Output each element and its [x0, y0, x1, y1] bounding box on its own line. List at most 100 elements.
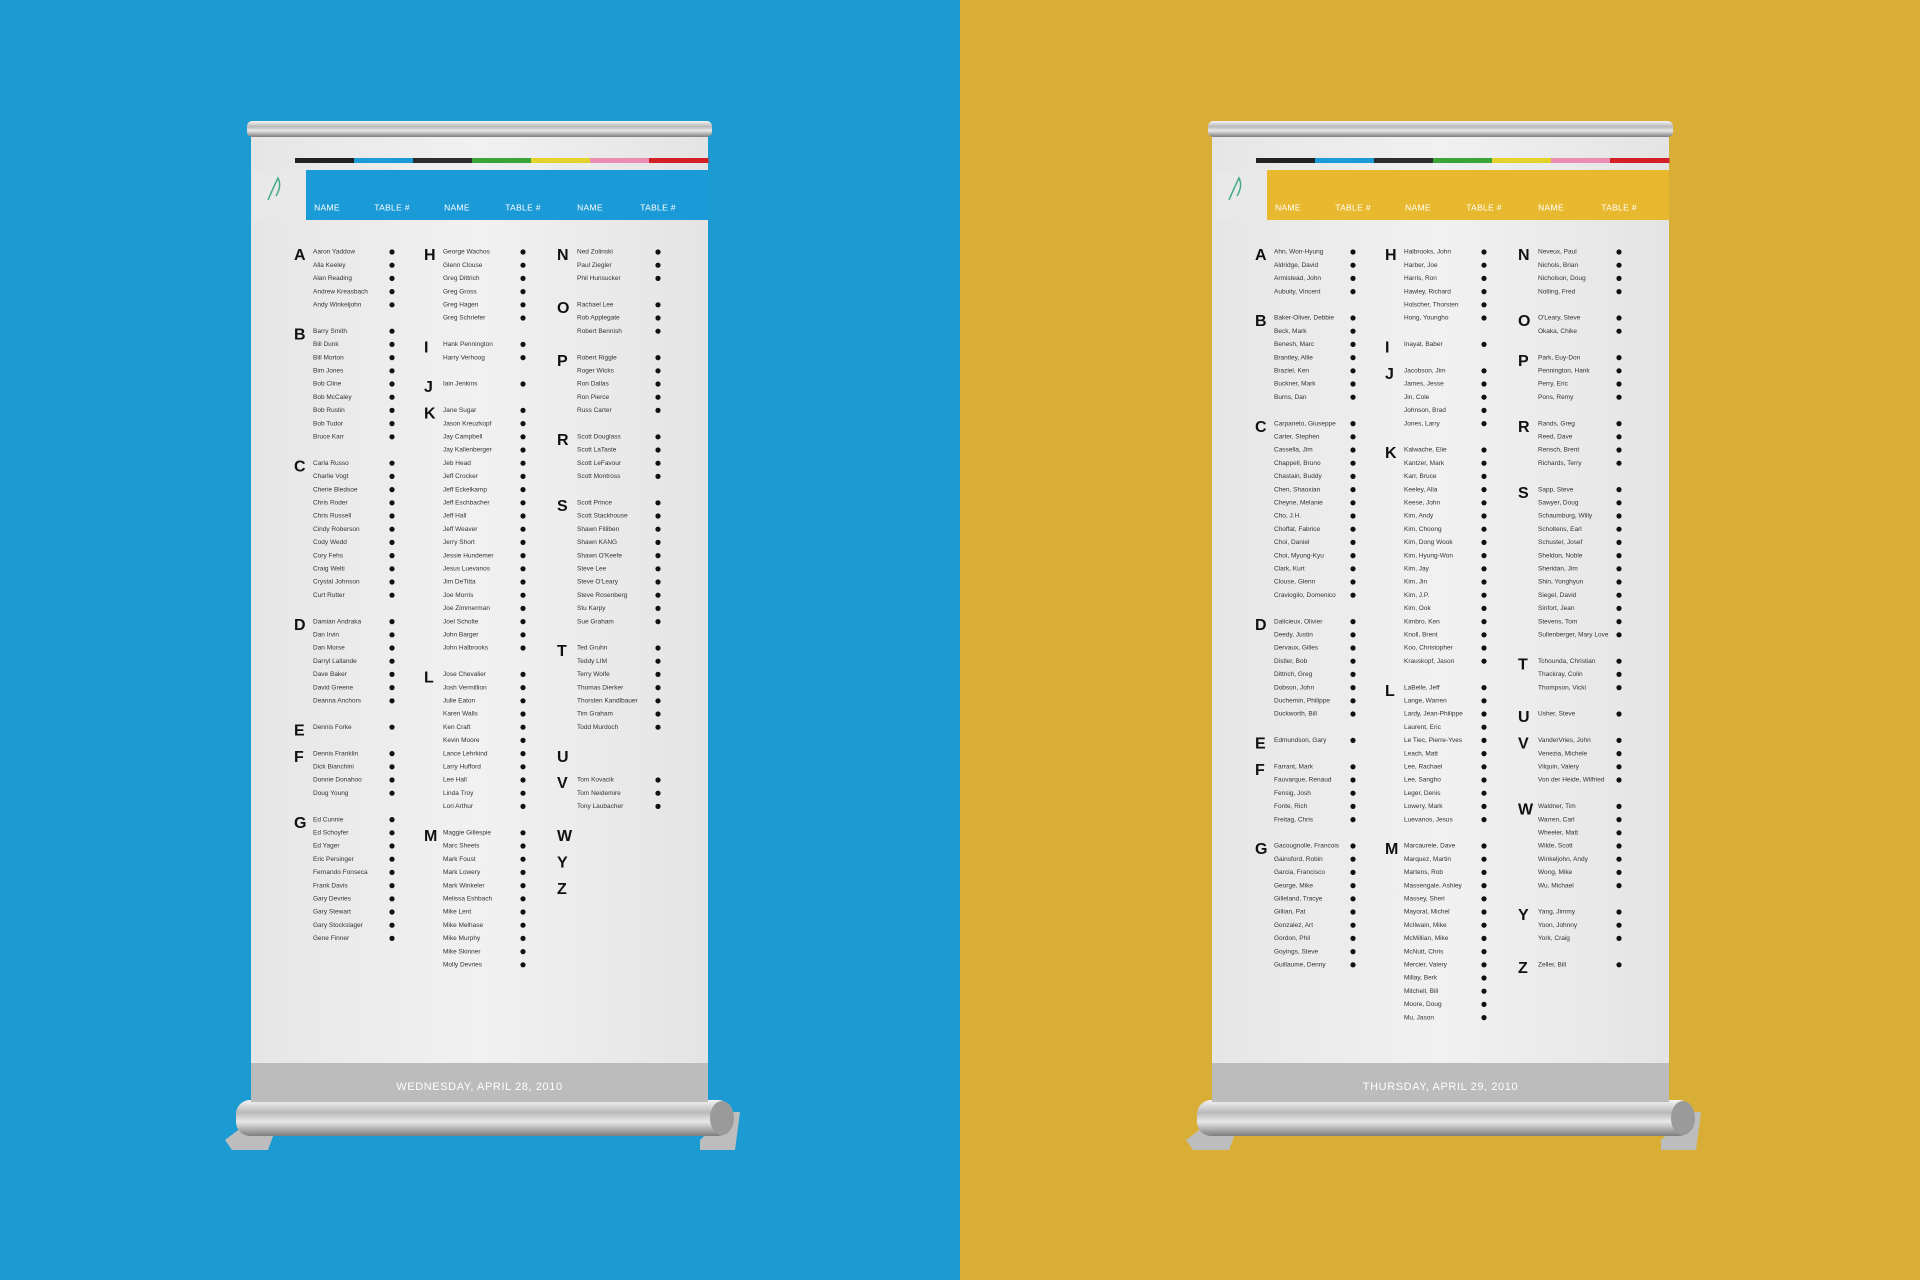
guest-name: VanderVries, John: [1538, 737, 1591, 744]
table-dot: [1481, 1001, 1487, 1008]
guest-name: Garcia, Francisco: [1274, 869, 1325, 876]
table-dot: [389, 817, 395, 823]
guest-name: Koo, Christopher: [1404, 645, 1454, 652]
index-letter: B: [1255, 313, 1267, 330]
table-dot: [389, 566, 395, 572]
table-dot: [1481, 368, 1487, 374]
guest-name: Keese, John: [1404, 500, 1441, 507]
table-dot: [1350, 658, 1356, 664]
footer-date: THURSDAY, APRIL 29, 2010: [1363, 1081, 1518, 1093]
index-letter: O: [557, 300, 569, 317]
table-dot: [520, 883, 526, 889]
table-dot: [389, 777, 395, 783]
guest-name: Hank Pennington: [443, 341, 493, 348]
guest-name: Melissa Eshbach: [443, 896, 493, 903]
table-dot: [1350, 487, 1356, 493]
table-dot: [1350, 935, 1356, 942]
table-dot: [1616, 605, 1622, 612]
guest-name: Carla Russo: [313, 460, 349, 467]
index-letter: R: [557, 432, 569, 449]
guest-name: Robert Bennish: [577, 328, 622, 335]
guest-name: Kim, Dong Wook: [1404, 539, 1453, 546]
table-dot: [1616, 434, 1622, 440]
guest-name: Shin, Yonghyun: [1538, 579, 1584, 586]
table-dot: [389, 500, 395, 506]
guest-name: Jeb Head: [443, 460, 471, 467]
guest-name: Wong, Mike: [1538, 869, 1573, 876]
table-dot: [1481, 803, 1487, 810]
guest-name: Thorsten Kandlbauer: [577, 698, 639, 705]
table-dot: [520, 685, 526, 691]
table-dot: [520, 935, 526, 942]
guest-name: Zeller, Bill: [1538, 962, 1567, 969]
table-dot: [520, 896, 526, 902]
logo-box: [1215, 174, 1255, 218]
guest-name: Lee, Rachael: [1404, 764, 1443, 771]
table-dot: [1616, 619, 1622, 625]
guest-name: McMillian, Mike: [1404, 935, 1449, 942]
table-dot: [1481, 711, 1487, 717]
guest-name: Greg Schriefer: [443, 315, 486, 322]
guest-name: Kim, Jay: [1404, 566, 1430, 573]
guest-name: Holscher, Thorsten: [1404, 302, 1459, 309]
table-dot: [1350, 473, 1356, 479]
guest-name: Jeff Eckelkamp: [443, 486, 487, 493]
guest-name: Scott Montross: [577, 473, 621, 480]
guest-name: Jason Kreuzkopf: [443, 420, 492, 427]
table-dot: [1616, 909, 1622, 915]
guest-name: Pennington, Hank: [1538, 368, 1590, 375]
color-stripe: [1315, 158, 1375, 163]
table-dot: [1481, 500, 1487, 506]
guest-name: Andrew Kreasbach: [313, 288, 368, 295]
index-letter: P: [557, 353, 568, 370]
index-letter: M: [424, 828, 437, 845]
guest-name: Park, Euy-Don: [1538, 354, 1581, 361]
guest-name: Iain Jenkins: [443, 381, 478, 388]
table-dot: [389, 513, 395, 519]
index-letter: T: [557, 643, 567, 660]
guest-name: Maggie Gillespie: [443, 830, 491, 837]
table-dot: [1350, 500, 1356, 506]
guest-name: Gonzalez, Art: [1274, 922, 1313, 929]
guest-name: Deanna Anchors: [313, 698, 362, 705]
table-dot: [520, 909, 526, 915]
guest-name: Duckworth, Bill: [1274, 711, 1318, 718]
guest-name: Donnie Donahoo: [313, 777, 362, 784]
table-dot: [1481, 632, 1487, 638]
table-dot: [1350, 592, 1356, 598]
guest-name: Nicholson, Doug: [1538, 275, 1586, 282]
table-dot: [1350, 949, 1356, 955]
table-dot: [655, 262, 661, 268]
table-dot: [1350, 869, 1356, 876]
table-dot: [520, 355, 526, 361]
table-dot: [1481, 513, 1487, 519]
table-dot: [1616, 764, 1622, 770]
guest-name: Gary Stockslager: [313, 922, 364, 929]
table-dot: [1481, 962, 1487, 968]
table-dot: [389, 553, 395, 559]
guest-name: Thompson, Vicki: [1538, 684, 1586, 691]
table-dot: [1616, 869, 1622, 876]
column-header: NAME: [1275, 202, 1301, 212]
table-dot: [655, 777, 661, 783]
table-dot: [1350, 447, 1356, 453]
table-dot: [1350, 698, 1356, 704]
guest-name: Chris Russell: [313, 513, 352, 520]
color-stripe: [1433, 158, 1493, 163]
table-dot: [1481, 764, 1487, 770]
table-dot: [520, 843, 526, 849]
table-dot: [389, 526, 395, 532]
table-dot: [389, 843, 395, 849]
table-dot: [1350, 843, 1356, 849]
table-dot: [520, 737, 526, 744]
guest-name: Leach, Matt: [1404, 750, 1438, 757]
guest-name: Rob Applegate: [577, 315, 620, 322]
table-dot: [1481, 460, 1487, 466]
guest-name: Shawn O'Keefe: [577, 552, 622, 559]
guest-name: Eric Persinger: [313, 856, 355, 863]
stand-cap: [1671, 1101, 1695, 1135]
column-header: TABLE #: [640, 202, 676, 212]
table-dot: [1350, 803, 1356, 810]
table-dot: [520, 579, 526, 585]
guest-name: Sheldon, Noble: [1538, 552, 1583, 559]
